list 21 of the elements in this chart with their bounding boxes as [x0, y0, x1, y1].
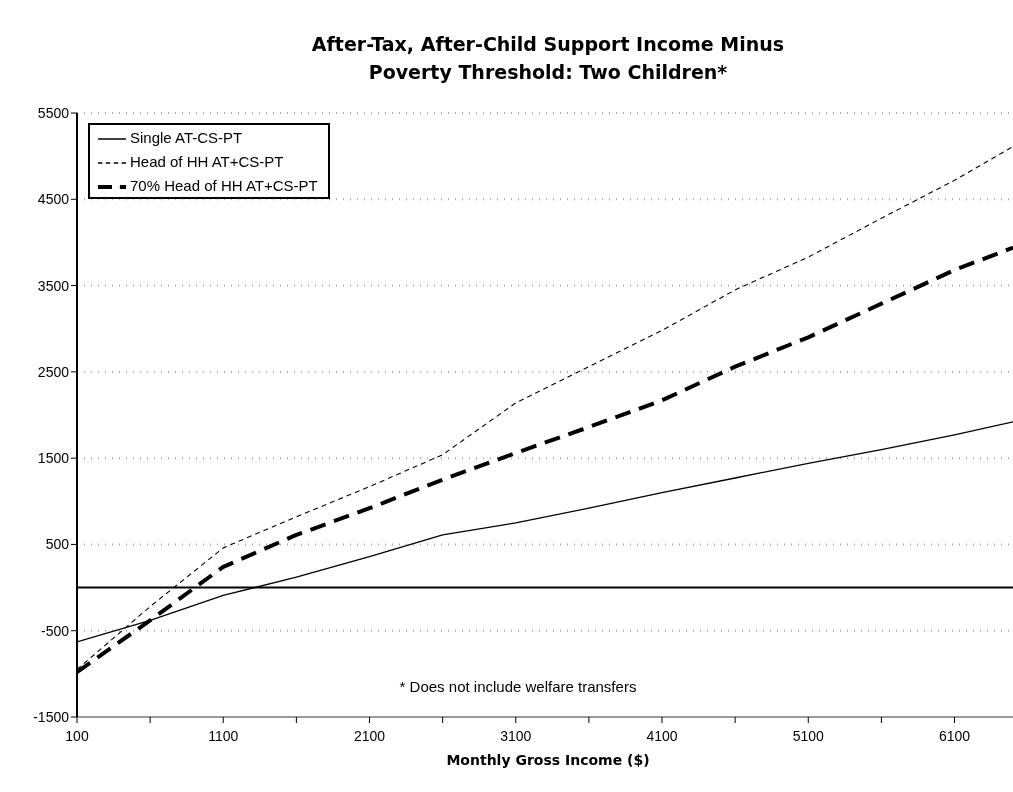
y-tick-label: 3500	[37, 277, 70, 294]
y-tick-label: 5500	[37, 104, 70, 121]
y-tick-label: 500	[45, 536, 70, 553]
annotation: * Does not include welfare transfers	[398, 678, 638, 695]
x-tick-label: 2100	[353, 727, 386, 744]
legend-label: 70% Head of HH AT+CS-PT	[130, 177, 318, 195]
y-tick-label: -1500	[33, 708, 70, 725]
x-tick-label: 4100	[646, 727, 678, 744]
x-tick-label: 3100	[500, 727, 532, 744]
x-axis-title: Monthly Gross Income ($)	[445, 752, 651, 768]
y-tick-label: 2500	[37, 363, 70, 380]
legend-label: Head of HH AT+CS-PT	[130, 153, 284, 171]
x-tick-label: 6100	[938, 727, 971, 744]
y-tick-label: 4500	[37, 191, 70, 208]
x-tick-label: 5100	[792, 727, 825, 744]
y-tick-label: 1500	[37, 450, 70, 467]
chart-title: After-Tax, After-Child Support Income Minus Poverty Threshold: Two Children*	[310, 32, 786, 85]
x-tick-label: 1100	[208, 727, 239, 744]
x-tick-label: 100	[65, 727, 89, 744]
legend-label: Single AT-CS-PT	[130, 129, 243, 147]
y-tick-label: -500	[40, 622, 70, 639]
